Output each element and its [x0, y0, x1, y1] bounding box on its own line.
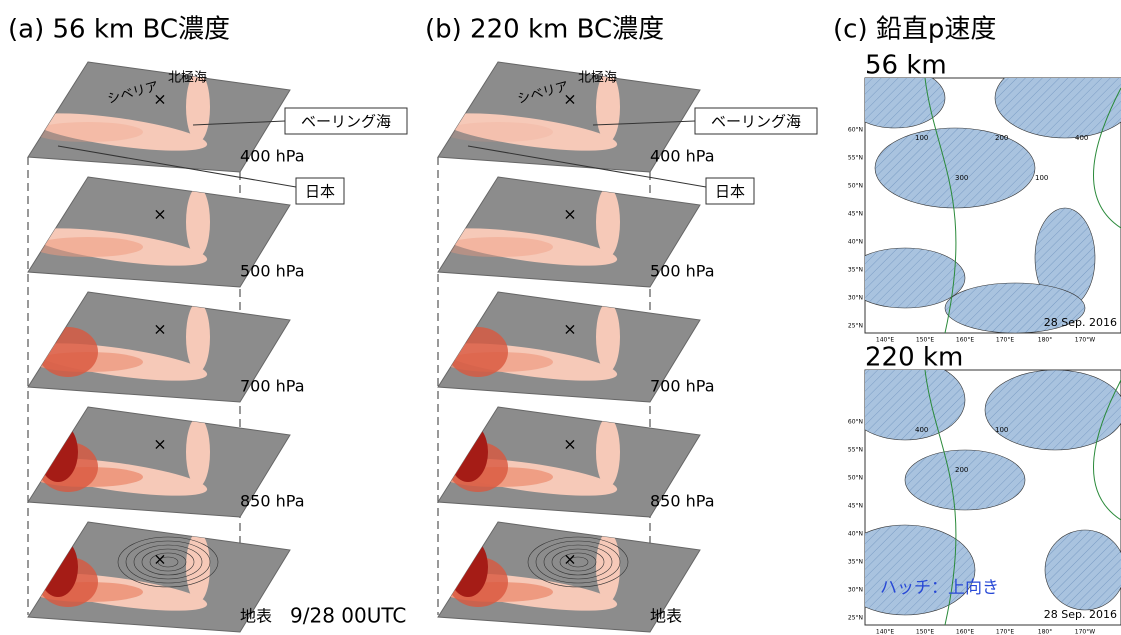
- cross-mark: ×: [153, 320, 166, 339]
- contour-label: 200: [995, 134, 1008, 142]
- map-title: 56 km: [865, 51, 947, 81]
- lat-label: 40°N: [848, 239, 863, 246]
- bc-plume: [448, 537, 488, 597]
- bc-plume: [186, 187, 210, 257]
- lat-label: 35°N: [848, 559, 863, 566]
- bc-plume: [186, 532, 210, 602]
- lon-label: 180°: [1038, 629, 1052, 635]
- lat-label: 30°N: [848, 587, 863, 594]
- layer-label: 地表: [650, 607, 682, 626]
- layer-label: 700 hPa: [240, 377, 305, 396]
- lat-label: 55°N: [848, 155, 863, 162]
- bc-plume: [33, 237, 143, 257]
- lon-label: 170°W: [1075, 337, 1095, 344]
- contour-label: 400: [915, 426, 928, 434]
- map-label: 北極海: [578, 70, 617, 86]
- contour-label: 300: [955, 174, 968, 182]
- layer-label: 400 hPa: [650, 147, 715, 166]
- bc-plume: [443, 237, 553, 257]
- lat-label: 25°N: [848, 323, 863, 330]
- lat-label: 35°N: [848, 267, 863, 274]
- cross-mark: ×: [153, 550, 166, 569]
- layer-label: 850 hPa: [650, 492, 715, 511]
- cross-mark: ×: [563, 550, 576, 569]
- upward-area: [985, 370, 1121, 450]
- upward-area: [905, 450, 1025, 510]
- time-label: 9/28 00UTC: [290, 604, 406, 628]
- lat-label: 30°N: [848, 295, 863, 302]
- lon-label: 160°E: [956, 629, 974, 635]
- bc-plume: [186, 417, 210, 487]
- bc-plume: [448, 422, 488, 482]
- layer-label: 500 hPa: [240, 262, 305, 281]
- cross-mark: ×: [153, 205, 166, 224]
- map-date: 28 Sep. 2016: [1044, 608, 1117, 621]
- bc-plume: [596, 187, 620, 257]
- upward-area: [875, 128, 1035, 208]
- cross-mark: ×: [153, 435, 166, 454]
- figure: (a) 56 km BC濃度 (b) 220 km BC濃度 (c) 鉛直p速度…: [0, 0, 1121, 635]
- lat-label: 50°N: [848, 475, 863, 482]
- bc-plume: [38, 537, 78, 597]
- layer-label: 850 hPa: [240, 492, 305, 511]
- contour-label: 400: [1075, 134, 1088, 142]
- cross-mark: ×: [563, 205, 576, 224]
- contour-label: 200: [955, 466, 968, 474]
- lon-label: 180°: [1038, 337, 1052, 344]
- callout: 日本: [715, 183, 745, 201]
- lat-label: 45°N: [848, 503, 863, 510]
- layer-label: 地表: [240, 607, 272, 626]
- callout: ベーリング海: [301, 113, 391, 131]
- bc-plume: [33, 122, 143, 142]
- contour-label: 100: [995, 426, 1008, 434]
- layer-label: 400 hPa: [240, 147, 305, 166]
- bc-plume: [448, 327, 508, 377]
- map-title: 220 km: [865, 343, 963, 373]
- lat-label: 60°N: [848, 419, 863, 426]
- bc-plume: [596, 417, 620, 487]
- lon-label: 170°E: [996, 629, 1014, 635]
- lat-label: 40°N: [848, 531, 863, 538]
- contour-label: 100: [1035, 174, 1048, 182]
- lat-label: 45°N: [848, 211, 863, 218]
- bc-plume: [38, 422, 78, 482]
- bc-plume: [186, 302, 210, 372]
- cross-mark: ×: [563, 435, 576, 454]
- bc-plume: [596, 302, 620, 372]
- layer-label: 700 hPa: [650, 377, 715, 396]
- panel-title: (a) 56 km BC濃度: [8, 15, 230, 45]
- upward-area: [845, 248, 965, 308]
- lat-label: 25°N: [848, 615, 863, 622]
- bc-plume: [443, 122, 553, 142]
- bc-plume: [38, 327, 98, 377]
- upward-area: [1045, 530, 1121, 610]
- panel-title: (c) 鉛直p速度: [833, 15, 996, 45]
- callout: ベーリング海: [711, 113, 801, 131]
- layer-label: 500 hPa: [650, 262, 715, 281]
- lon-label: 150°E: [916, 629, 934, 635]
- lon-label: 140°E: [876, 629, 894, 635]
- cross-mark: ×: [563, 320, 576, 339]
- lat-label: 50°N: [848, 183, 863, 190]
- contour-label: 100: [915, 134, 928, 142]
- map-date: 28 Sep. 2016: [1044, 316, 1117, 329]
- lon-label: 170°W: [1075, 629, 1095, 635]
- upward-area: [845, 360, 965, 440]
- lat-label: 60°N: [848, 127, 863, 134]
- callout: 日本: [305, 183, 335, 201]
- panel-title: (b) 220 km BC濃度: [425, 15, 664, 45]
- lat-label: 55°N: [848, 447, 863, 454]
- map-label: 北極海: [168, 70, 207, 86]
- bc-plume: [596, 532, 620, 602]
- lon-label: 170°E: [996, 337, 1014, 344]
- hatch-legend: ハッチ：上向き: [880, 578, 999, 598]
